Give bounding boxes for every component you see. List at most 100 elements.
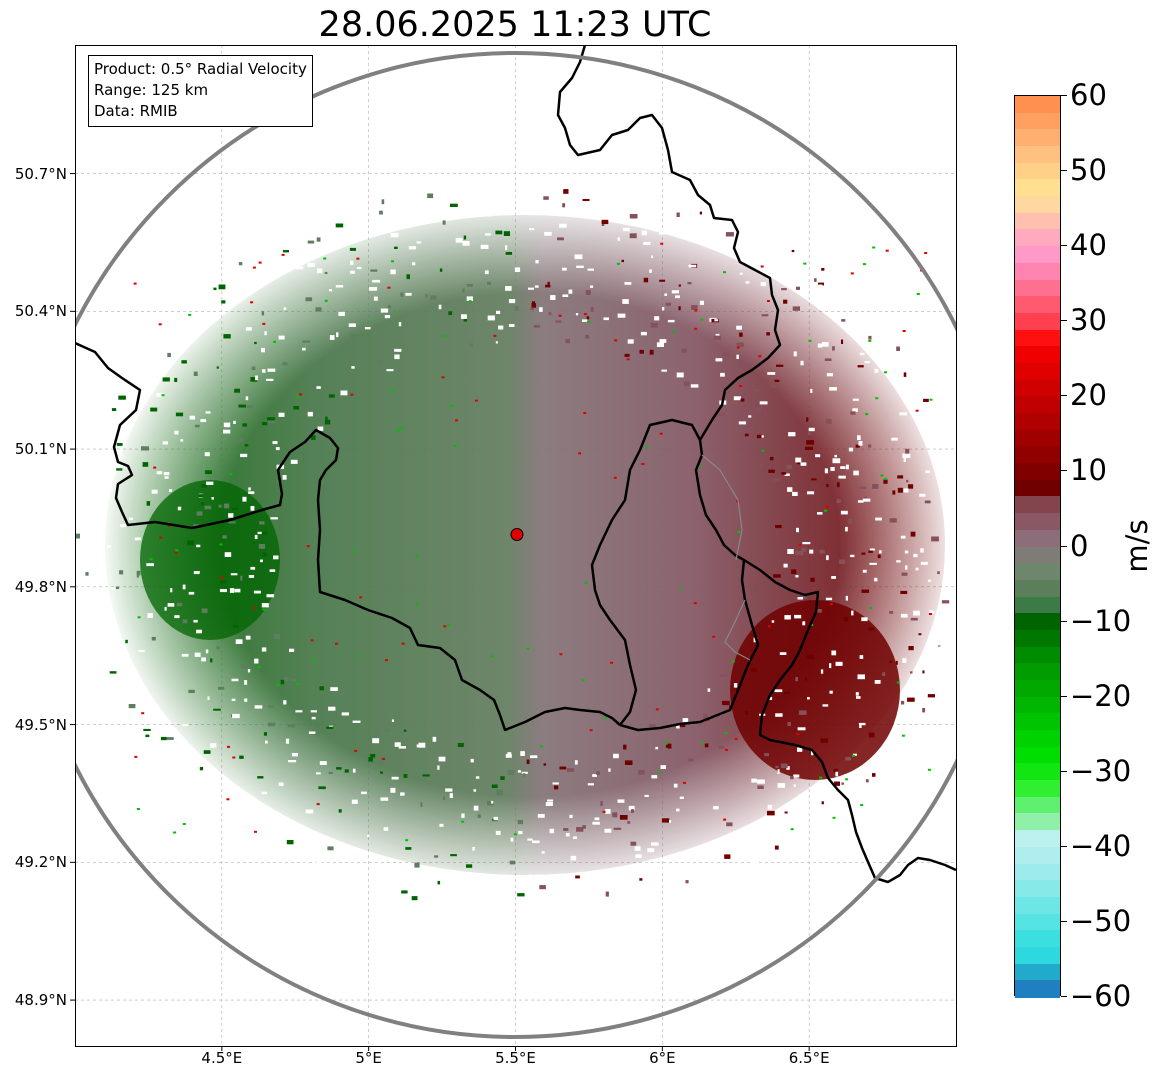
echo-bin [784, 615, 791, 620]
echo-bin [223, 422, 231, 428]
echo-bin [506, 212, 513, 215]
echo-bin [848, 518, 853, 524]
echo-bin [311, 716, 316, 720]
info-box: Product: 0.5° Radial Velocity Range: 125… [88, 55, 313, 127]
echo-bin [211, 497, 214, 500]
echo-bin [795, 551, 804, 556]
echo-bin [587, 321, 591, 323]
echo-bin [660, 242, 664, 245]
colorbar-segment [1015, 429, 1060, 447]
echo-bin [840, 466, 846, 469]
echo-bin [239, 755, 244, 759]
echo-bin [283, 307, 287, 310]
echo-bin [552, 782, 559, 785]
echo-bin [805, 676, 808, 681]
colorbar-tick-label: 20 [1070, 378, 1107, 413]
echo-bin [777, 769, 780, 774]
border-france-germany [743, 558, 956, 884]
echo-bin [336, 767, 342, 770]
echo-bin [259, 521, 265, 525]
echo-bin [563, 828, 569, 831]
colorbar-segment [1015, 613, 1060, 631]
echo-bin [498, 325, 504, 330]
echo-bin [786, 766, 790, 770]
echo-bin [937, 642, 944, 646]
echo-bin [790, 828, 794, 831]
echo-bin [719, 674, 728, 678]
echo-bin [530, 307, 534, 310]
echo-bin [143, 728, 151, 731]
echo-bin [138, 697, 147, 702]
echo-bin [466, 296, 473, 301]
echo-bin [671, 290, 679, 294]
echo-bin [207, 696, 210, 700]
echo-bin [924, 500, 931, 504]
echo-bin [128, 704, 136, 709]
echo-bin [387, 305, 392, 309]
echo-bin [739, 385, 742, 387]
echo-bin [268, 722, 275, 727]
echo-bin [137, 616, 141, 619]
echo-bin [547, 281, 550, 286]
echo-bin [390, 232, 399, 238]
echo-bin [505, 245, 508, 250]
echo-bin [380, 797, 389, 801]
echo-bin [624, 206, 632, 210]
echo-bin [927, 768, 931, 771]
echo-bin [227, 745, 230, 748]
echo-bin [278, 412, 285, 417]
echo-bin [204, 505, 212, 510]
echo-bin [319, 686, 324, 691]
echo-bin [877, 554, 881, 559]
echo-bin [628, 805, 635, 811]
echo-bin [258, 261, 262, 264]
echo-bin [269, 569, 276, 572]
radar-site-marker[interactable] [510, 527, 524, 541]
echo-bin [238, 262, 243, 266]
echo-bin [874, 577, 878, 582]
echo-bin [901, 700, 905, 705]
echo-bin [868, 550, 873, 553]
echo-bin [203, 750, 211, 754]
longitude-tick-label: 4.5°E [201, 1049, 243, 1067]
echo-bin [171, 334, 177, 339]
longitude-tick-label: 5°E [355, 1049, 382, 1067]
echo-bin [814, 278, 817, 282]
echo-bin [267, 420, 275, 424]
echo-bin [244, 680, 248, 685]
echo-bin [817, 343, 823, 348]
echo-bin [832, 346, 835, 351]
echo-bin [648, 724, 656, 727]
echo-bin [398, 322, 402, 327]
echo-bin [923, 413, 930, 417]
echo-bin [326, 726, 334, 729]
echo-bin [302, 340, 311, 343]
echo-bin [767, 300, 770, 302]
echo-bin [919, 493, 926, 497]
echo-bin [131, 411, 139, 416]
echo-bin [448, 311, 453, 316]
echo-bin [647, 848, 655, 853]
echo-bin [600, 801, 603, 806]
echo-bin [335, 223, 344, 228]
echo-bin [306, 545, 310, 548]
echo-bin [829, 603, 833, 606]
echo-bin [351, 366, 355, 369]
echo-bin [206, 481, 214, 485]
echo-bin [902, 658, 907, 663]
echo-bin [254, 534, 258, 540]
echo-bin [406, 274, 410, 280]
echo-bin [613, 827, 622, 830]
echo-bin [288, 760, 297, 763]
chart-title: 28.06.2025 11:23 UTC [318, 5, 712, 45]
echo-bin [654, 316, 660, 321]
echo-bin [245, 635, 251, 640]
echo-bin [487, 315, 495, 321]
echo-bin [718, 413, 725, 417]
echo-bin [405, 839, 409, 842]
echo-bin [370, 754, 376, 758]
colorbar-tick [1061, 545, 1067, 547]
echo-bin [221, 300, 226, 304]
echo-bin [896, 681, 900, 684]
